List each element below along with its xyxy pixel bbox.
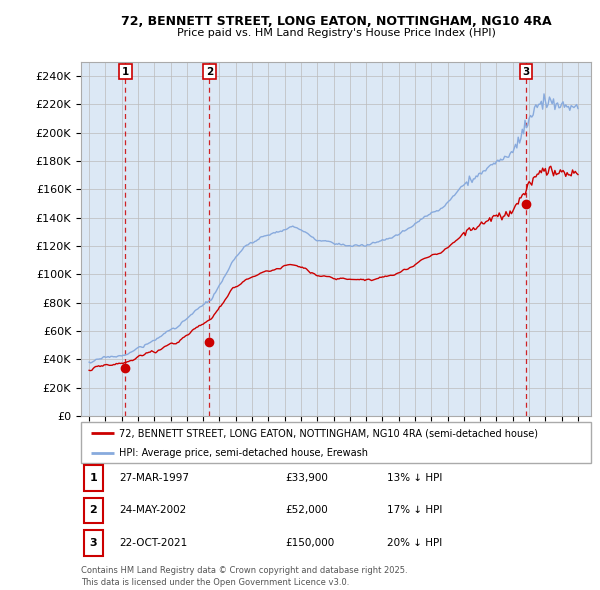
Text: 72, BENNETT STREET, LONG EATON, NOTTINGHAM, NG10 4RA (semi-detached house): 72, BENNETT STREET, LONG EATON, NOTTINGH… xyxy=(119,428,538,438)
Text: Price paid vs. HM Land Registry's House Price Index (HPI): Price paid vs. HM Land Registry's House … xyxy=(176,28,496,38)
Text: 24-MAY-2002: 24-MAY-2002 xyxy=(119,506,187,515)
Text: HPI: Average price, semi-detached house, Erewash: HPI: Average price, semi-detached house,… xyxy=(119,448,368,458)
Text: 22-OCT-2021: 22-OCT-2021 xyxy=(119,538,187,548)
Text: £150,000: £150,000 xyxy=(285,538,334,548)
Text: 3: 3 xyxy=(522,67,529,77)
Text: 1: 1 xyxy=(122,67,129,77)
Text: 72, BENNETT STREET, LONG EATON, NOTTINGHAM, NG10 4RA: 72, BENNETT STREET, LONG EATON, NOTTINGH… xyxy=(121,15,551,28)
Text: 2: 2 xyxy=(206,67,213,77)
FancyBboxPatch shape xyxy=(83,465,103,491)
FancyBboxPatch shape xyxy=(83,497,103,523)
Text: 27-MAR-1997: 27-MAR-1997 xyxy=(119,473,189,483)
Text: 17% ↓ HPI: 17% ↓ HPI xyxy=(387,506,442,515)
Text: 13% ↓ HPI: 13% ↓ HPI xyxy=(387,473,442,483)
Text: £33,900: £33,900 xyxy=(285,473,328,483)
Text: 20% ↓ HPI: 20% ↓ HPI xyxy=(387,538,442,548)
Text: £52,000: £52,000 xyxy=(285,506,328,515)
Text: 2: 2 xyxy=(89,506,97,515)
Text: 1: 1 xyxy=(89,473,97,483)
FancyBboxPatch shape xyxy=(83,530,103,556)
Text: 3: 3 xyxy=(89,538,97,548)
Text: Contains HM Land Registry data © Crown copyright and database right 2025.
This d: Contains HM Land Registry data © Crown c… xyxy=(81,566,407,587)
